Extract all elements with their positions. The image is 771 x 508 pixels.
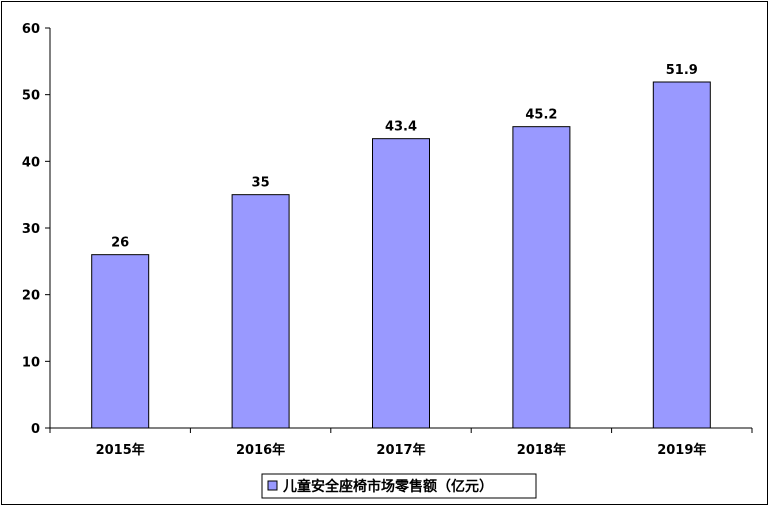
bar [372, 138, 430, 429]
bar [652, 81, 711, 429]
x-tick-label: 2015年 [96, 442, 145, 458]
bar [231, 194, 290, 429]
chart-labels: 26 2015年 35 2016年 43.4 2017年 45.2 2018年 51.9 2019… [96, 63, 707, 458]
y-tick-label: 60 [22, 22, 40, 37]
data-label: 45.2 [525, 108, 557, 123]
data-label: 26 [111, 236, 129, 251]
x-tick-label: 2019年 [657, 442, 706, 458]
chart-bars [91, 81, 711, 429]
y-tick-label: 10 [22, 355, 40, 370]
x-tick-label: 2016年 [236, 442, 285, 458]
y-tick-label: 40 [22, 155, 40, 170]
bar [512, 126, 571, 429]
y-tick-label: 20 [22, 289, 40, 304]
x-tick-label: 2017年 [376, 442, 425, 458]
y-tick-label: 50 [22, 89, 40, 104]
y-tick-label: 30 [22, 222, 40, 237]
bar [91, 254, 150, 429]
chart-legend: 儿童安全座椅市场零售额（亿元） [261, 473, 537, 499]
y-tick-label: 0 [31, 422, 40, 437]
data-label: 43.4 [385, 120, 417, 135]
data-label: 51.9 [666, 63, 698, 78]
legend-box [261, 473, 537, 499]
x-tick-label: 2018年 [517, 442, 566, 458]
legend-label: 儿童安全座椅市场零售额（亿元） [282, 478, 493, 495]
legend-swatch [267, 480, 278, 491]
chart-axes: 0 10 20 30 40 50 60 [22, 22, 753, 437]
data-label: 35 [252, 176, 270, 191]
